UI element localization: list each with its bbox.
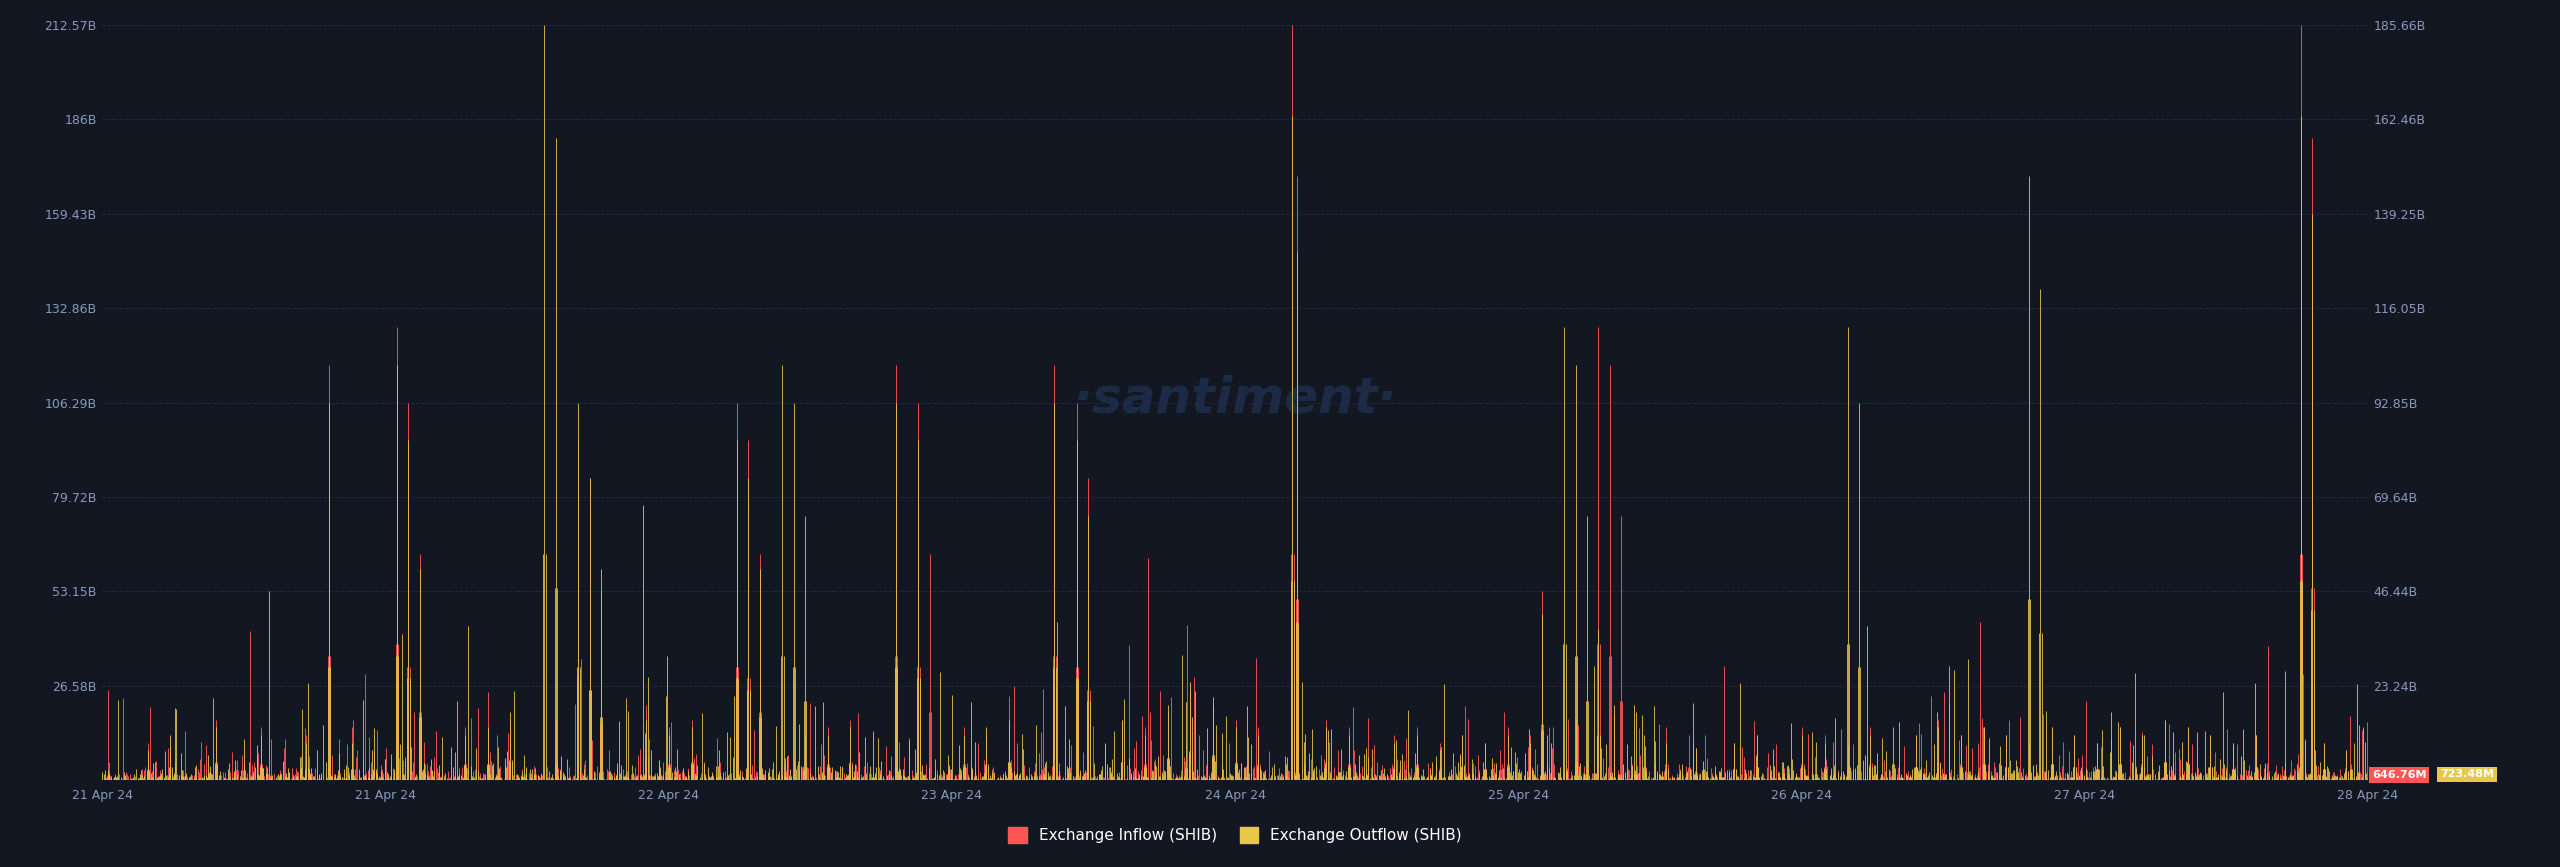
- Legend: Exchange Inflow (SHIB), Exchange Outflow (SHIB): Exchange Inflow (SHIB), Exchange Outflow…: [1001, 821, 1469, 849]
- Text: ·santiment·: ·santiment·: [1073, 375, 1398, 423]
- Text: 646.76M: 646.76M: [2373, 770, 2427, 780]
- Text: 723.48M: 723.48M: [2440, 769, 2493, 779]
